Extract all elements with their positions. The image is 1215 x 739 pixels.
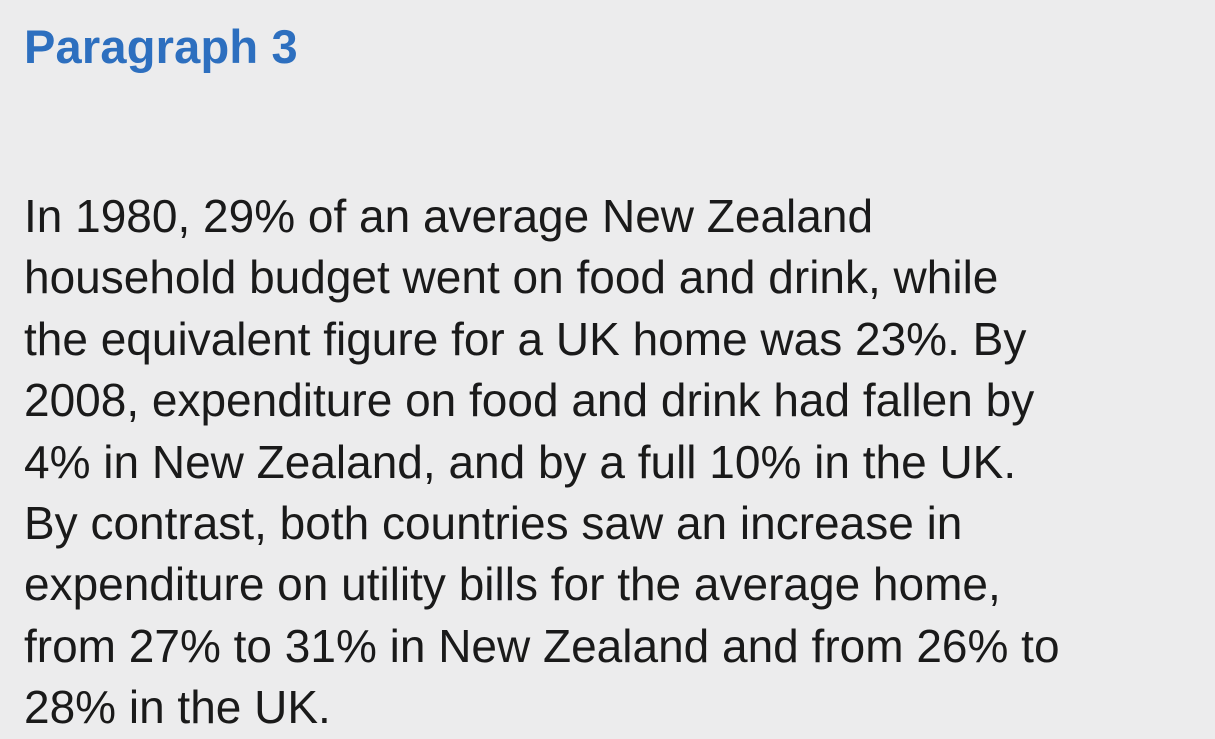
paragraph-line: In 1980, 29% of an average New Zealand: [24, 190, 874, 242]
paragraph-line: expenditure on utility bills for the ave…: [24, 558, 1001, 611]
paragraph-line: from 27% to 31% in New Zealand and from …: [24, 619, 1060, 672]
paragraph-line: By contrast, both countries saw an incre…: [24, 497, 963, 550]
paragraph-line: 2008, expenditure on food and drink had …: [24, 374, 1035, 427]
paragraph-line: the equivalent figure for a UK home was …: [24, 312, 1027, 365]
paragraph-line: household budget went on food and drink,…: [24, 251, 999, 304]
paragraph-line: 28% in the UK.: [24, 681, 331, 734]
paragraph-body: In 1980, 29% of an average New Zealand h…: [24, 186, 1194, 739]
paragraph-line: 4% in New Zealand, and by a full 10% in …: [24, 435, 1017, 488]
paragraph-heading: Paragraph 3: [24, 20, 298, 73]
